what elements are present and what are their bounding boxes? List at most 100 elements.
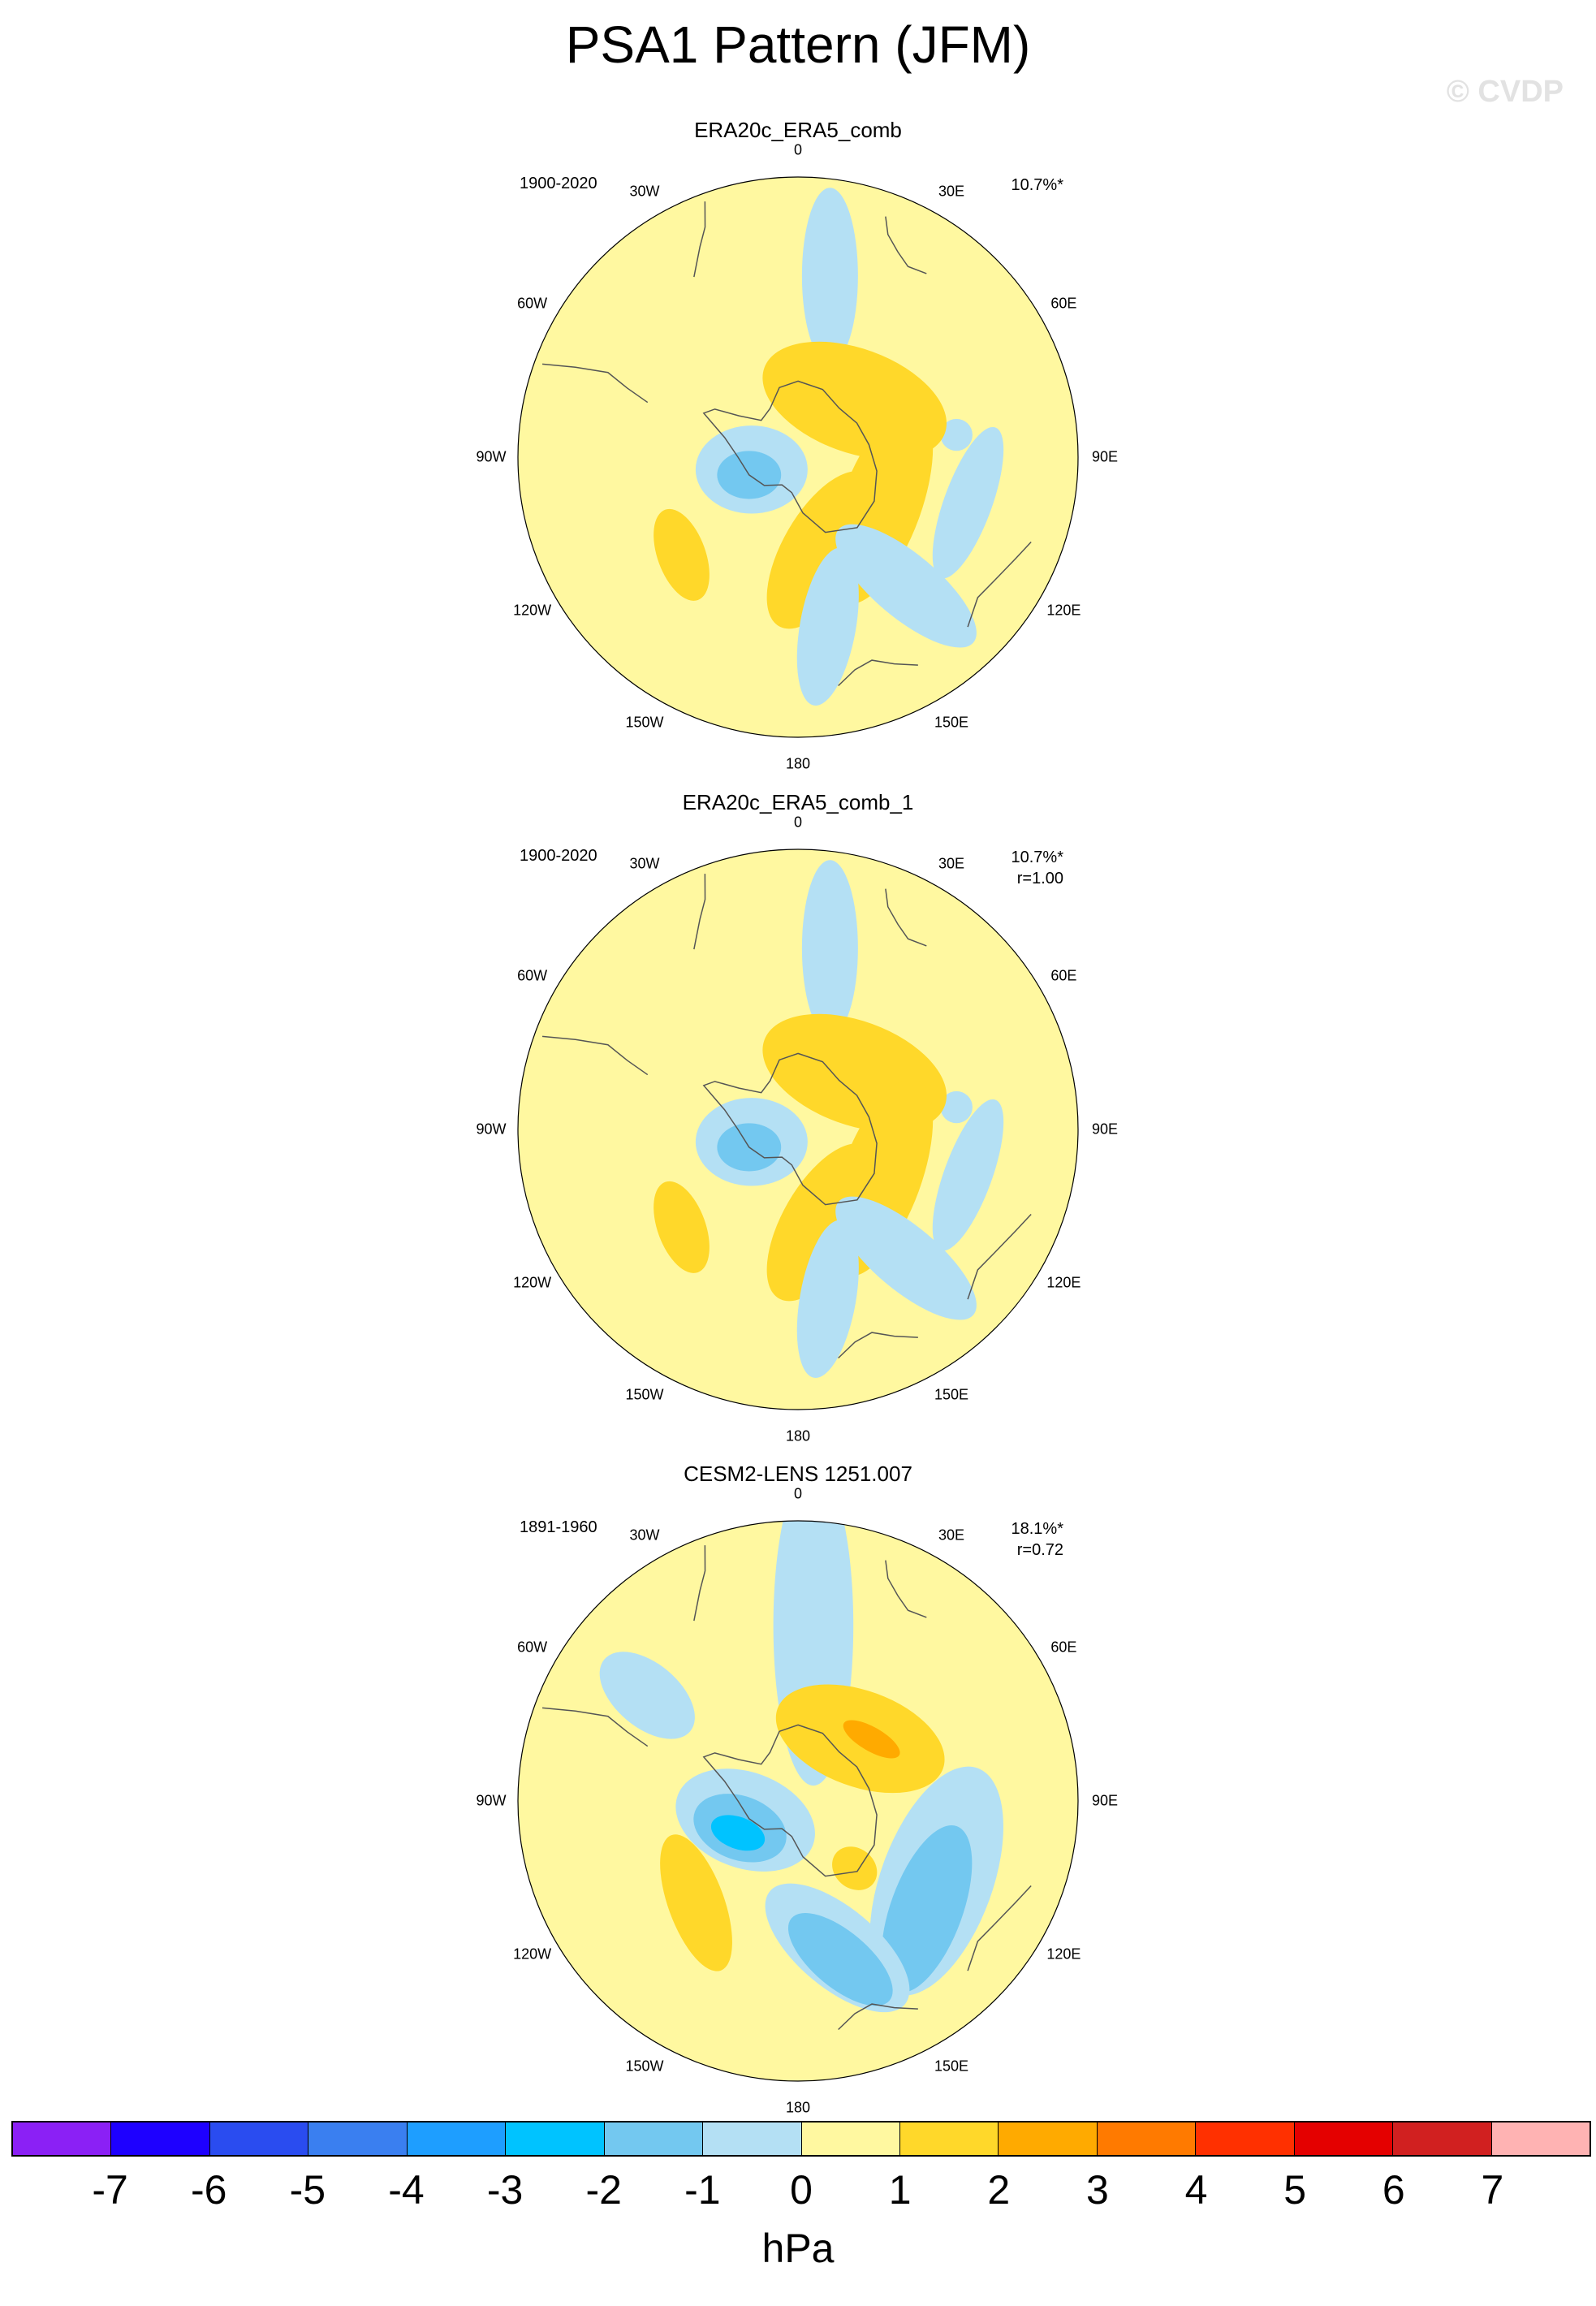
anomaly-contour-ring xyxy=(653,1181,710,1273)
colorbar-tick-label: -1 xyxy=(684,2167,721,2213)
map-panel: CESM2-LENS 1251.007 1891-1960 18.1%* r=0… xyxy=(0,1462,1596,2135)
colorbar-box xyxy=(1097,2122,1197,2155)
anomaly-contour-neg2 xyxy=(787,1913,893,2006)
period-label: 1900-2020 xyxy=(520,847,597,865)
variance-explained: 18.1%* xyxy=(1011,1520,1064,1538)
anomaly-contour-neg1 xyxy=(801,860,858,1037)
continent-coastline xyxy=(693,874,706,950)
colorbar xyxy=(11,2121,1591,2157)
colorbar-box xyxy=(407,2122,507,2155)
colorbar-tick-label: 3 xyxy=(1085,2167,1109,2213)
continent-coastline xyxy=(885,888,927,947)
pattern-correlation: r=1.00 xyxy=(1016,870,1063,887)
longitude-label: 60W xyxy=(517,295,548,312)
longitude-label: 30W xyxy=(629,855,660,872)
longitude-label: 0 xyxy=(793,141,803,158)
continent-coastline xyxy=(967,1213,1032,1300)
colorbar-tick-label: -7 xyxy=(92,2167,128,2213)
continent-coastline xyxy=(885,1560,927,1618)
continent-coastline xyxy=(838,1332,918,1359)
anomaly-contour-neg1 xyxy=(940,418,973,451)
colorbar-box xyxy=(703,2122,802,2155)
colorbar-box xyxy=(999,2122,1098,2155)
longitude-label: 120W xyxy=(513,1274,552,1291)
anomaly-contour-neg1 xyxy=(835,1196,977,1320)
map-panel: ERA20c_ERA5_comb_1 1900-2020 10.7%* r=1.… xyxy=(0,790,1596,1464)
colorbar-tick-label: -3 xyxy=(486,2167,524,2213)
map-border xyxy=(517,849,1079,1410)
longitude-label: 150W xyxy=(625,1386,664,1403)
colorbar-tick-label: 7 xyxy=(1481,2167,1504,2213)
period-label: 1891-1960 xyxy=(520,1518,597,1536)
continent-coastline xyxy=(967,541,1032,628)
longitude-label: 120W xyxy=(513,602,552,619)
continent-coastline xyxy=(541,363,649,404)
anomaly-contour-neg2 xyxy=(881,1825,973,1993)
longitude-label: 0 xyxy=(793,1485,803,1502)
colorbar-tick-label: 4 xyxy=(1184,2167,1208,2213)
polar-map xyxy=(517,1520,1079,2082)
stats-block: 10.7%* xyxy=(982,175,1064,196)
panel-title: ERA20c_ERA5_comb_1 xyxy=(682,790,914,814)
anomaly-contour-neg1 xyxy=(801,188,858,365)
antarctica-coastline xyxy=(702,1724,878,1877)
anomaly-contour-neg1 xyxy=(932,426,1004,579)
longitude-label: 90E xyxy=(1091,1792,1119,1809)
colorbar-box xyxy=(1196,2122,1295,2155)
colorbar-tick-label: 1 xyxy=(888,2167,912,2213)
longitude-label: 150E xyxy=(934,2058,969,2075)
anomaly-contour-ring xyxy=(660,1834,732,1971)
anomaly-contour-ring xyxy=(653,508,710,601)
colorbar-box xyxy=(209,2122,309,2155)
map-border xyxy=(517,176,1079,738)
longitude-label: 90W xyxy=(476,1121,507,1138)
colorbar-box xyxy=(899,2122,999,2155)
antarctica-coastline xyxy=(702,1052,878,1206)
polar-map xyxy=(517,176,1079,738)
longitude-label: 60W xyxy=(517,967,548,984)
longitude-label: 180 xyxy=(785,1427,811,1444)
continent-coastline xyxy=(693,201,706,278)
anomaly-contour-neg1 xyxy=(940,1090,973,1124)
anomaly-contour-ring xyxy=(766,1143,879,1302)
polar-map xyxy=(517,849,1079,1410)
colorbar-box xyxy=(801,2122,900,2155)
anomaly-contour-ring xyxy=(766,471,879,629)
map-border xyxy=(517,1520,1079,2082)
longitude-label: 150W xyxy=(625,714,664,731)
colorbar-tick-label: 6 xyxy=(1382,2167,1405,2213)
continent-coastline xyxy=(693,1545,706,1622)
colorbar-box xyxy=(506,2122,605,2155)
longitude-label: 90E xyxy=(1091,448,1119,465)
colorbar-tick-label: -2 xyxy=(585,2167,622,2213)
longitude-label: 120E xyxy=(1046,1274,1081,1291)
variance-explained: 10.7%* xyxy=(1011,176,1064,194)
colorbar-units: hPa xyxy=(761,2226,835,2271)
anomaly-contour-neg1 xyxy=(796,547,859,706)
longitude-label: 120W xyxy=(513,1945,552,1963)
antarctica-coastline xyxy=(702,380,878,533)
longitude-label: 120E xyxy=(1046,1945,1081,1963)
colorbar-box xyxy=(1491,2122,1590,2155)
panel-title: CESM2-LENS 1251.007 xyxy=(684,1462,912,1486)
longitude-label: 60E xyxy=(1050,295,1077,312)
longitude-label: 0 xyxy=(793,814,803,831)
longitude-label: 120E xyxy=(1046,602,1081,619)
continent-coastline xyxy=(541,1035,649,1076)
colorbar-tick-label: -4 xyxy=(388,2167,425,2213)
anomaly-contour-neg3 xyxy=(710,1815,766,1851)
anomaly-contour-neg1 xyxy=(932,1099,1004,1251)
longitude-label: 30E xyxy=(938,855,965,872)
anomaly-contour-neg1 xyxy=(835,524,977,648)
colorbar-box xyxy=(111,2122,210,2155)
colorbar-box xyxy=(308,2122,408,2155)
colorbar-tick-label: 0 xyxy=(790,2167,813,2213)
longitude-label: 150E xyxy=(934,1386,969,1403)
longitude-label: 90W xyxy=(476,448,507,465)
colorbar-tick-label: -5 xyxy=(289,2167,326,2213)
figure-title: PSA1 Pattern (JFM) xyxy=(565,15,1031,74)
continent-coastline xyxy=(541,1707,649,1747)
colorbar-tick-label: 2 xyxy=(987,2167,1011,2213)
variance-explained: 10.7%* xyxy=(1011,849,1064,866)
longitude-label: 90W xyxy=(476,1792,507,1809)
